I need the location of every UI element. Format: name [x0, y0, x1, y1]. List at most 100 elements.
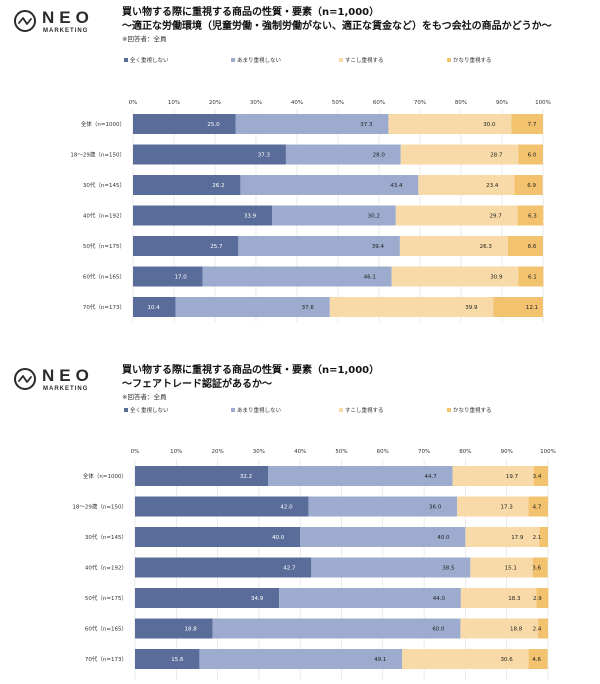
- x-tick-label: 80%: [459, 449, 471, 455]
- data-label: 18.3: [508, 596, 521, 602]
- bar-segment: [536, 588, 549, 608]
- x-tick-label: 0%: [129, 100, 138, 106]
- x-tick-label: 0%: [131, 449, 140, 455]
- bar-segment: [399, 236, 508, 256]
- legend-label: かなり重視する: [453, 56, 492, 64]
- category-label: 30代（n=145）: [83, 181, 125, 189]
- bar-segment: [271, 205, 396, 226]
- chart-note: ※回答者：全員: [122, 35, 167, 43]
- legend-swatch: [339, 58, 343, 62]
- bar-segment: [400, 144, 519, 165]
- bar-segment: [457, 496, 529, 517]
- data-label: 34.9: [251, 596, 264, 602]
- chart-panel-1: NEO MARKETING 買い物する際に重視する商品の性質・要素（n=1,00…: [14, 6, 592, 322]
- data-label: 28.7: [490, 153, 503, 159]
- category-label: 40代（n=192）: [85, 564, 127, 572]
- neo-marketing-logo: NEO MARKETING: [14, 366, 106, 400]
- category-label: 18〜29歳（n=150）: [72, 503, 127, 511]
- bar-segment: [133, 175, 241, 195]
- chart-subtitle: 〜適正な労働環境（児童労働・強制労働がない、適正な賃金など）をもつ会社の商品かど…: [122, 21, 552, 32]
- bar-segment: [395, 205, 518, 226]
- data-label: 10.4: [148, 305, 161, 311]
- x-tick-label: 30%: [253, 449, 265, 455]
- bar-segment: [507, 236, 543, 256]
- bar-segment: [528, 496, 548, 517]
- data-label: 49.1: [374, 657, 386, 663]
- data-label: 39.9: [465, 305, 478, 311]
- data-label: 26.3: [480, 244, 493, 250]
- data-label: 25.7: [210, 244, 223, 250]
- data-label: 60.0: [432, 627, 445, 633]
- bar-segment: [202, 266, 392, 287]
- x-tick-label: 70%: [418, 449, 430, 455]
- data-label: 46.1: [364, 275, 376, 281]
- chart-title: 買い物する際に重視する商品の性質・要素（n=1,000）: [122, 7, 380, 18]
- data-label: 17.3: [500, 505, 513, 511]
- x-tick-label: 20%: [211, 449, 223, 455]
- bar-segment: [133, 144, 286, 165]
- bar-segment: [470, 557, 533, 578]
- data-label: 15.1: [505, 566, 517, 572]
- legend-swatch: [124, 408, 128, 412]
- data-label: 26.2: [212, 183, 224, 189]
- logo-sub: MARKETING: [43, 386, 89, 392]
- logo-word: NEO: [42, 8, 94, 27]
- data-label: 36.0: [429, 505, 442, 511]
- data-label: 30.0: [483, 122, 496, 128]
- data-label: 3.6: [532, 566, 541, 572]
- category-label: 50代（n=175）: [85, 594, 127, 602]
- x-tick-label: 20%: [209, 100, 221, 106]
- bar-segment: [135, 496, 309, 517]
- bar-segment: [238, 236, 400, 256]
- bar-segment: [133, 236, 239, 256]
- data-label: 6.9: [527, 183, 536, 189]
- data-label: 17.0: [175, 275, 188, 281]
- chart-titles-1: 買い物する際に重視する商品の性質・要素（n=1,000） 〜適正な労働環境（児童…: [122, 6, 592, 44]
- data-label: 2.4: [533, 627, 542, 633]
- bar-segment: [402, 649, 529, 669]
- bar-segment: [533, 466, 548, 486]
- logo-sub: MARKETING: [43, 28, 89, 34]
- data-label: 18.8: [510, 627, 523, 633]
- bar-segment: [518, 144, 543, 165]
- category-label: 50代（n=175）: [83, 242, 125, 250]
- x-tick-label: 100%: [540, 449, 556, 455]
- chart-panel-2: NEO MARKETING 買い物する際に重視する商品の性質・要素（n=1,00…: [0, 358, 600, 684]
- logo-mark-icon: [14, 10, 36, 32]
- x-tick-label: 40%: [294, 449, 306, 455]
- bar-segment: [175, 297, 330, 317]
- bar-segment: [418, 175, 515, 195]
- bar-segment: [135, 557, 312, 578]
- data-label: 44.0: [433, 596, 446, 602]
- data-label: 43.4: [390, 183, 403, 189]
- bar-segment: [135, 618, 213, 639]
- data-label: 37.3: [360, 122, 373, 128]
- data-label: 32.2: [240, 474, 252, 480]
- logo-mark-icon: [14, 368, 36, 390]
- x-tick-label: 10%: [170, 449, 182, 455]
- x-tick-label: 90%: [501, 449, 513, 455]
- legend-label: 全く重視しない: [130, 406, 169, 414]
- category-label: 全体（n=1000）: [81, 120, 125, 128]
- bar-segment: [133, 205, 272, 226]
- x-tick-label: 10%: [168, 100, 180, 106]
- bar-segment: [532, 557, 548, 578]
- data-label: 30.6: [500, 657, 513, 663]
- category-label: 18〜29歳（n=150）: [70, 151, 125, 159]
- bar-segment: [452, 466, 534, 486]
- data-label: 37.6: [302, 305, 315, 311]
- bar-segment: [235, 114, 389, 134]
- category-label: 60代（n=165）: [83, 273, 125, 281]
- data-label: 4.6: [532, 657, 541, 663]
- legend-label: かなり重視する: [453, 406, 492, 414]
- data-label: 39.4: [372, 244, 385, 250]
- bar-segment: [240, 175, 419, 195]
- category-label: 70代（n=173）: [83, 303, 125, 311]
- legend-swatch: [231, 408, 235, 412]
- x-tick-label: 60%: [373, 100, 385, 106]
- logo-word: NEO: [42, 366, 94, 385]
- data-label: 17.9: [511, 535, 524, 541]
- bar-segment: [511, 114, 543, 134]
- bar-segment: [329, 297, 494, 317]
- bar-segment: [135, 527, 301, 547]
